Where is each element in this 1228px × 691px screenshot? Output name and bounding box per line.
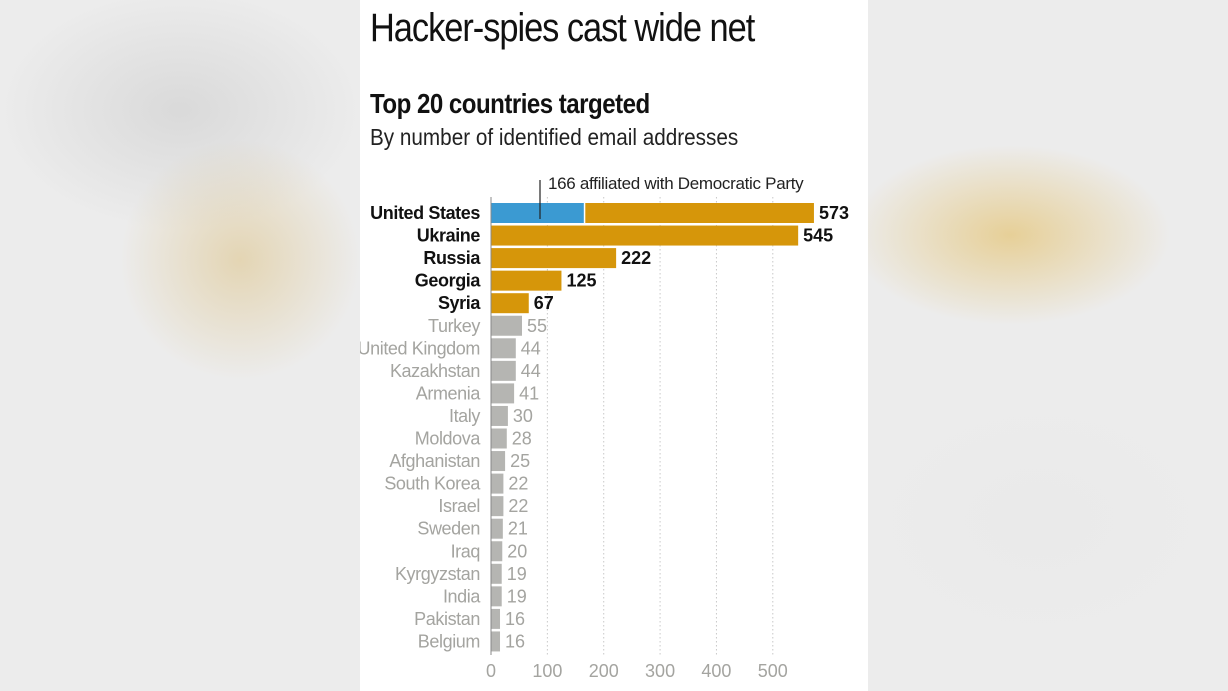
category-label-moldova: Moldova [415,429,482,449]
value-label-moldova: 28 [512,429,532,449]
value-label-india: 19 [507,586,527,606]
bar-ukraine [491,225,799,246]
bar-kazakhstan [491,360,516,381]
bar-pakistan [491,608,501,629]
bar-united-kingdom [491,338,516,359]
category-label-belgium: Belgium [418,631,480,651]
category-label-kazakhstan: Kazakhstan [390,361,480,381]
bar-segment-democratic-party [491,203,585,223]
x-tick-label-400: 400 [701,661,731,681]
bar-afghanistan [491,451,506,472]
page-title: Hacker-spies cast wide net [370,6,755,50]
value-label-south-korea: 22 [508,474,528,494]
value-label-israel: 22 [508,496,528,516]
category-label-russia: Russia [423,248,481,268]
value-label-syria: 67 [534,293,554,313]
category-label-kyrgyzstan: Kyrgyzstan [395,564,480,584]
bar-israel [491,496,504,517]
category-label-ukraine: Ukraine [417,226,481,246]
category-label-turkey: Turkey [428,316,480,336]
category-label-united-states: United States [370,203,480,223]
bar-russia [491,248,617,269]
category-label-sweden: Sweden [417,519,480,539]
bar-kyrgyzstan [491,563,502,584]
category-label-armenia: Armenia [416,383,482,403]
bar-georgia [491,270,562,291]
chart-panel: Hacker-spies cast wide net Top 20 countr… [360,0,868,691]
value-label-ukraine: 545 [803,226,833,246]
category-label-syria: Syria [438,293,481,313]
annotation-democratic-party: 166 affiliated with Democratic Party [548,174,804,193]
value-label-russia: 222 [621,248,651,268]
value-label-sweden: 21 [508,519,528,539]
value-label-iraq: 20 [507,541,527,561]
value-label-turkey: 55 [527,316,547,336]
category-label-india: India [443,586,481,606]
x-tick-label-100: 100 [532,661,562,681]
x-tick-label-500: 500 [758,661,788,681]
category-label-south-korea: South Korea [384,474,481,494]
bar-italy [491,405,508,426]
category-label-iraq: Iraq [451,541,480,561]
x-tick-label-200: 200 [589,661,619,681]
bar-belgium [491,631,501,652]
bar-iraq [491,541,503,562]
value-label-united-kingdom: 44 [521,338,541,358]
x-tick-label-0: 0 [486,661,496,681]
bar-armenia [491,383,515,404]
category-label-israel: Israel [438,496,480,516]
bar-india [491,586,502,607]
bar-south-korea [491,473,504,494]
value-label-kazakhstan: 44 [521,361,541,381]
bar-sweden [491,518,503,539]
category-label-pakistan: Pakistan [414,609,480,629]
value-label-pakistan: 16 [505,609,525,629]
value-label-italy: 30 [513,406,533,426]
chart-title: Top 20 countries targeted [370,88,650,119]
value-label-united-states: 573 [819,203,849,223]
value-label-armenia: 41 [519,383,539,403]
category-label-georgia: Georgia [415,271,482,291]
chart-caption: By number of identified email addresses [370,124,739,150]
bar-syria [491,293,529,314]
value-label-afghanistan: 25 [510,451,530,471]
category-label-afghanistan: Afghanistan [389,451,480,471]
value-label-belgium: 16 [505,631,525,651]
bar-chart: United States 573 Ukraine 545 Russia 222 Georg… [360,174,849,681]
bar-turkey [491,315,522,336]
x-tick-label-300: 300 [645,661,675,681]
value-label-kyrgyzstan: 19 [507,564,527,584]
category-label-italy: Italy [449,406,480,426]
bar-moldova [491,428,507,449]
category-label-united-kingdom: United Kingdom [360,338,480,358]
value-label-georgia: 125 [566,271,596,291]
